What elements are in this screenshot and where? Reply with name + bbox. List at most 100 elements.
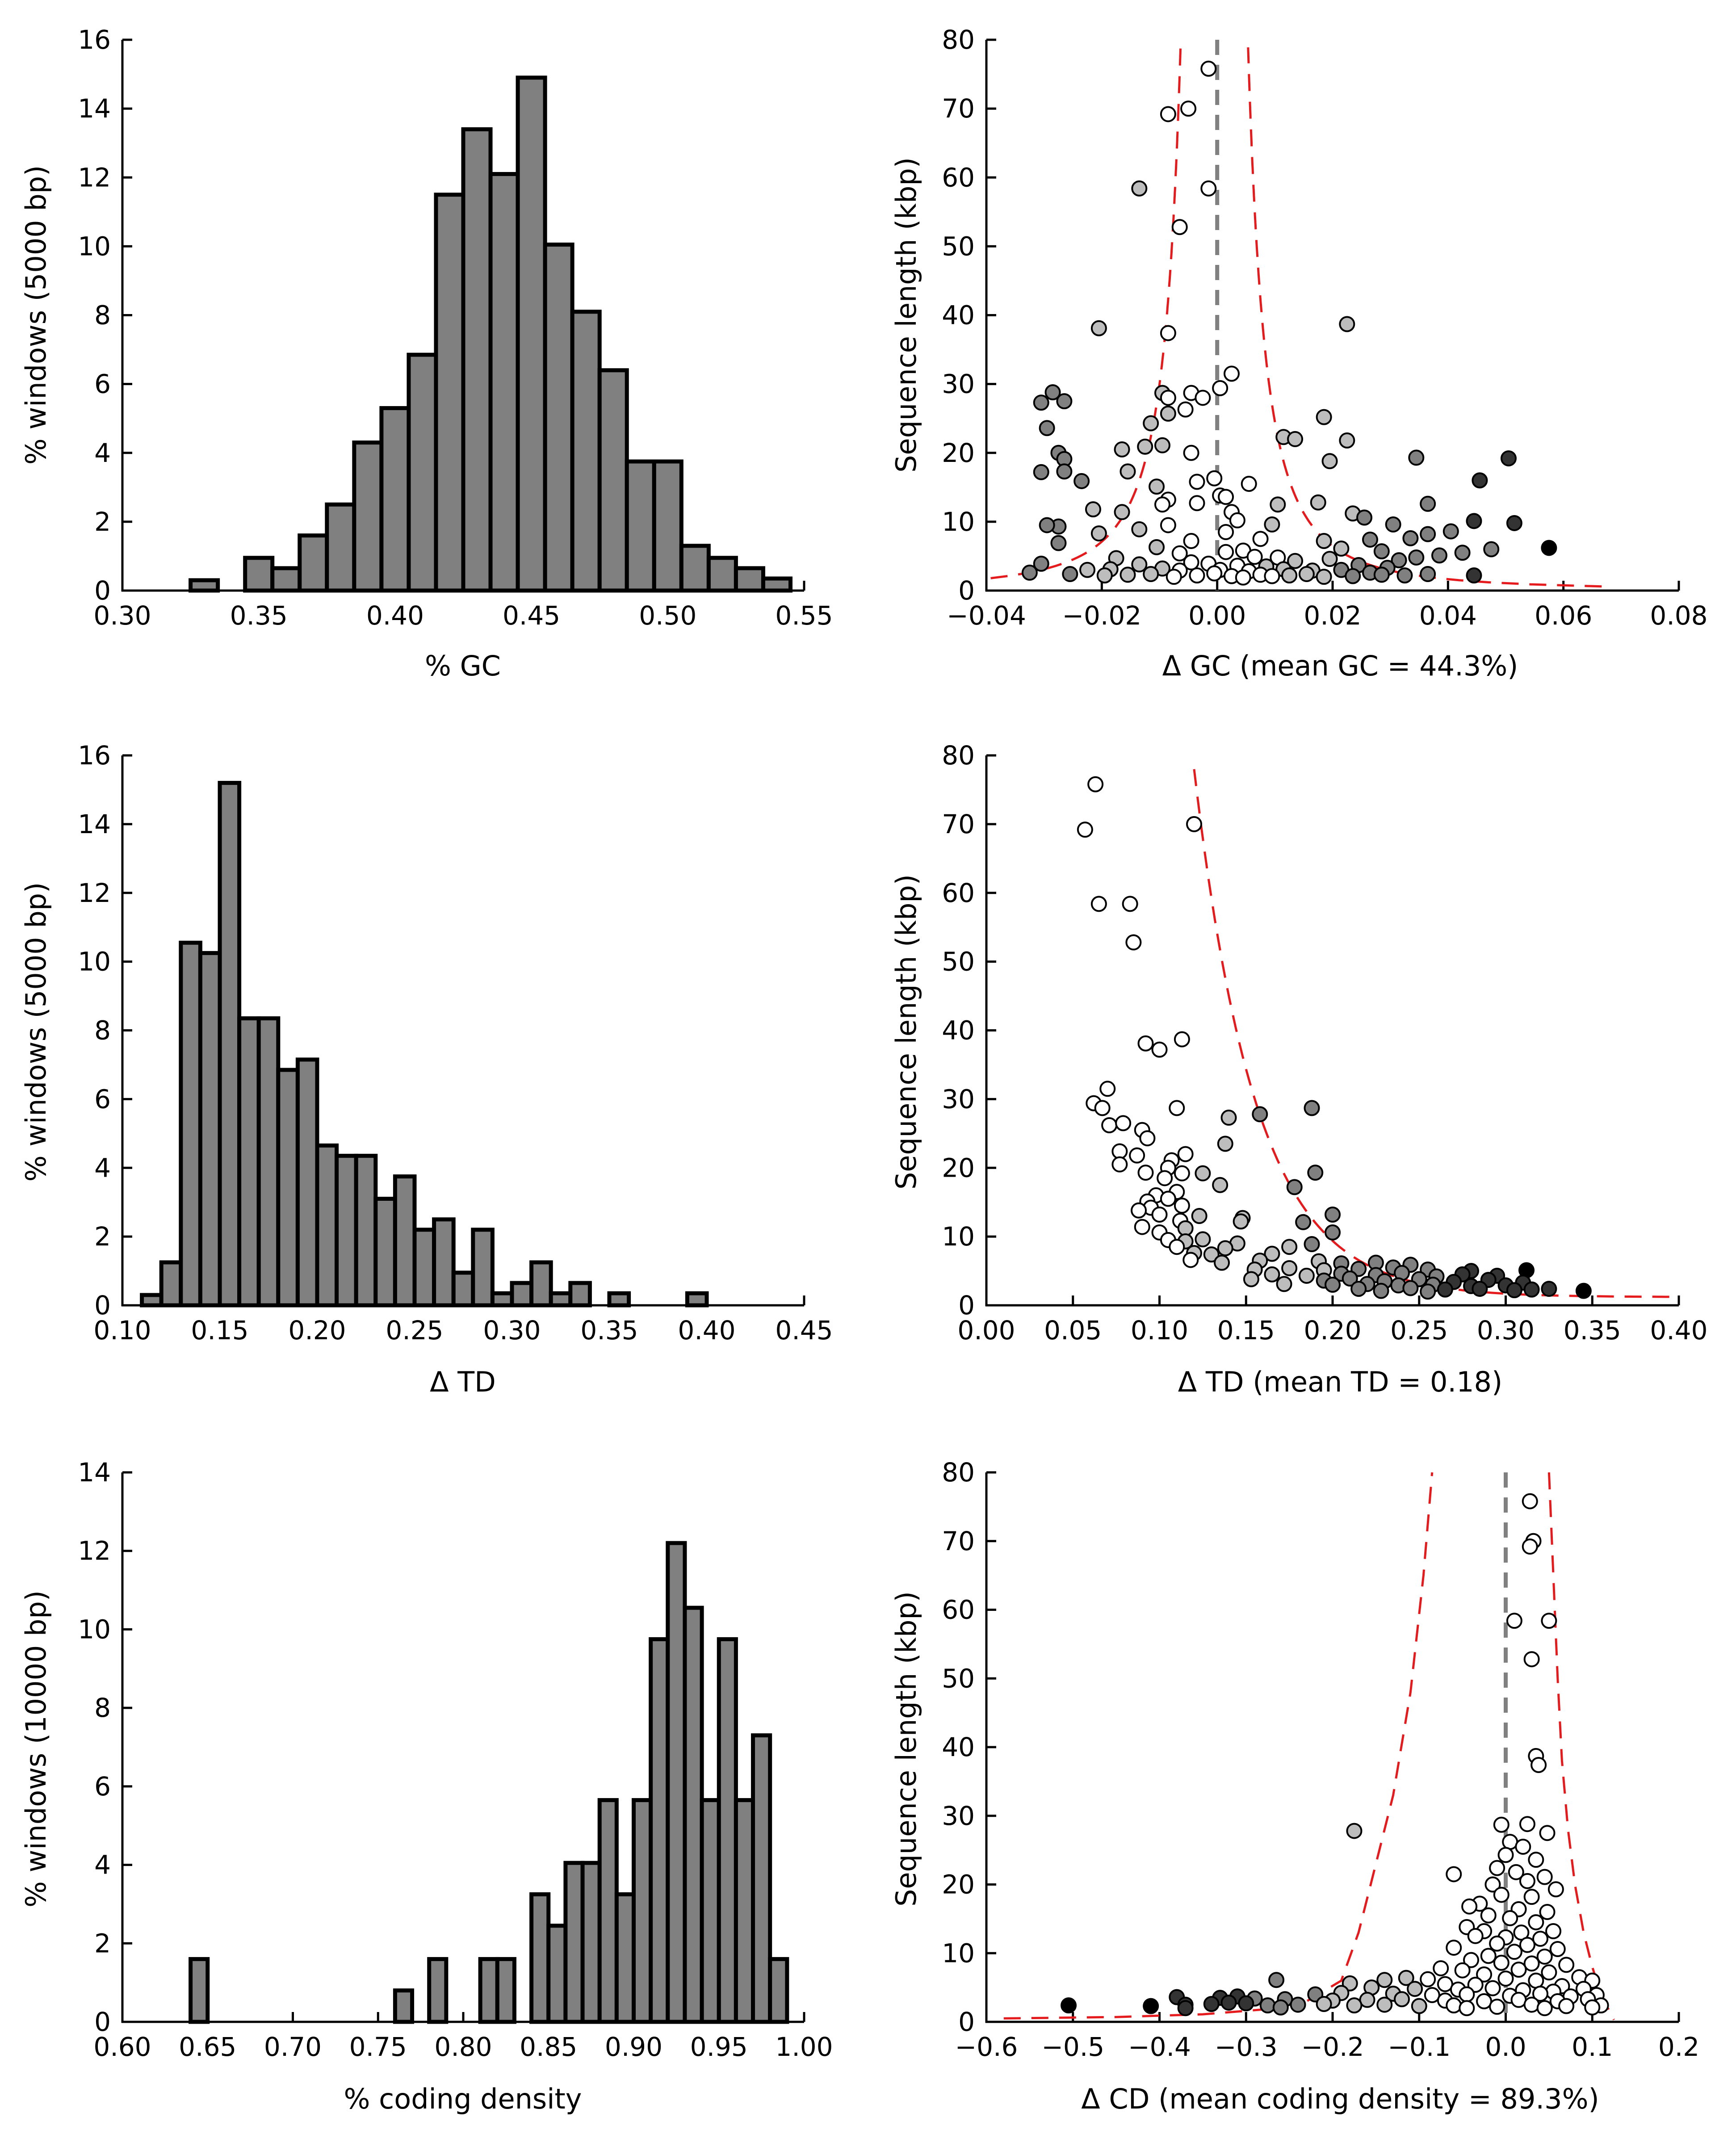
x-tick-label: −0.02 <box>1062 600 1141 631</box>
y-tick-label: 2 <box>94 1928 111 1958</box>
y-tick-label: 60 <box>942 162 975 193</box>
scatter-point <box>1420 495 1436 512</box>
x-tick-label: 0.30 <box>1477 1315 1535 1346</box>
scatter-point <box>1079 562 1096 578</box>
scatter-point <box>1223 365 1240 382</box>
scatter-point <box>1549 1941 1566 1958</box>
histogram-bar <box>434 193 465 593</box>
scatter-point <box>1281 567 1298 584</box>
scatter-point <box>1151 1041 1168 1058</box>
scatter-point <box>1243 1271 1259 1287</box>
scatter-point <box>1420 1971 1436 1987</box>
histogram-bar <box>407 352 438 593</box>
scatter-point <box>1094 1100 1111 1116</box>
x-tick-label: 0.70 <box>264 2032 322 2062</box>
scatter-point <box>1281 1239 1298 1255</box>
scatter-point <box>1090 525 1107 542</box>
scatter-point <box>1316 533 1332 549</box>
scatter-point <box>1339 316 1355 332</box>
scatter-point <box>1446 1997 1462 2014</box>
scatter-point <box>1497 1847 1514 1863</box>
histogram-bar <box>451 1270 475 1308</box>
scatter-point <box>1408 449 1425 466</box>
histogram-bar <box>237 1016 261 1308</box>
scatter-point <box>1408 549 1425 566</box>
scatter-point <box>1362 531 1378 548</box>
scatter-point <box>1203 1996 1220 2012</box>
scatter-point <box>1500 450 1517 467</box>
y-tick-label: 16 <box>78 25 111 55</box>
scatter-point <box>1143 1998 1159 2014</box>
scatter-point <box>1062 566 1078 583</box>
scatter-point <box>1523 1996 1540 2013</box>
scatter-point <box>1246 549 1263 565</box>
histogram-bar <box>516 75 547 593</box>
y-axis-label: % windows (10000 bp) <box>20 1590 52 1907</box>
scatter-point <box>1480 1948 1497 1964</box>
scatter-point <box>1171 219 1188 235</box>
histogram-bar <box>543 243 574 593</box>
x-tick-label: 0.50 <box>639 600 696 631</box>
scatter-point <box>1151 1206 1168 1223</box>
scatter-point <box>1532 1985 1548 2002</box>
scatter-point <box>1137 1165 1154 1181</box>
x-tick-label: 0.00 <box>957 1315 1015 1346</box>
histogram-bar <box>614 1892 636 2024</box>
scatter-point <box>1466 513 1482 529</box>
histogram-bar <box>563 1861 585 2024</box>
scatter-point <box>1160 390 1176 406</box>
x-tick-label: 0.05 <box>1044 1315 1102 1346</box>
scatter-point <box>1541 540 1557 556</box>
scatter-point <box>1206 470 1223 486</box>
scatter-point <box>1394 1991 1410 2008</box>
scatter-point <box>1506 515 1522 531</box>
scatter-point <box>1233 1213 1249 1230</box>
scatter-point <box>1466 567 1482 584</box>
scatter-point <box>1033 464 1049 480</box>
scatter-point <box>1339 432 1355 449</box>
scatter-point <box>1166 569 1182 585</box>
scatter-point <box>1157 1170 1173 1186</box>
scatter-point <box>1111 1143 1128 1160</box>
scatter-point <box>1160 405 1176 422</box>
scatter-point <box>1489 1935 1505 1952</box>
y-tick-label: 60 <box>942 1595 975 1625</box>
scatter-point <box>1523 1281 1540 1298</box>
scatter-point <box>1295 1214 1312 1230</box>
x-tick-label: −0.1 <box>1388 2032 1451 2062</box>
scatter-point <box>1195 1165 1211 1182</box>
histogram-bar <box>393 1988 415 2024</box>
x-axis-label: Δ GC (mean GC = 44.3%) <box>1162 650 1518 682</box>
scatter-point <box>1396 567 1413 584</box>
scatter-point <box>1120 566 1136 583</box>
x-tick-label: 0.25 <box>1390 1315 1448 1346</box>
histogram-bar <box>354 1153 378 1308</box>
scatter-point <box>1342 1270 1358 1287</box>
histogram-bar <box>478 1957 499 2024</box>
scatter-point <box>1558 1957 1575 1973</box>
scatter-point <box>1402 1280 1419 1296</box>
histogram-bar <box>597 1798 619 2024</box>
scatter-point <box>1506 1282 1522 1299</box>
x-tick-label: 0.40 <box>678 1315 735 1346</box>
y-tick-label: 10 <box>942 1938 975 1968</box>
scatter-point <box>1316 1996 1332 2012</box>
scatter-point <box>1241 476 1257 492</box>
scatter-point <box>1177 1146 1194 1162</box>
y-axis-label: % windows (5000 bp) <box>20 165 52 465</box>
x-axis-label: Δ CD (mean coding density = 89.3%) <box>1081 2083 1599 2115</box>
scatter-point <box>1541 1964 1557 1981</box>
histogram-bar <box>218 781 242 1308</box>
histogram-bar <box>568 1281 592 1308</box>
scatter-point <box>1085 501 1101 518</box>
y-tick-label: 70 <box>942 1526 975 1556</box>
y-tick-label: 10 <box>78 231 111 261</box>
histogram-bar <box>529 1892 551 2024</box>
x-tick-label: 0.30 <box>93 600 151 631</box>
histogram-bar <box>768 1957 789 2024</box>
scatter-point <box>1539 1904 1556 1920</box>
scatter-point <box>1459 2000 1475 2016</box>
scatter-point <box>1154 496 1170 513</box>
scatter-point <box>1325 1224 1341 1241</box>
